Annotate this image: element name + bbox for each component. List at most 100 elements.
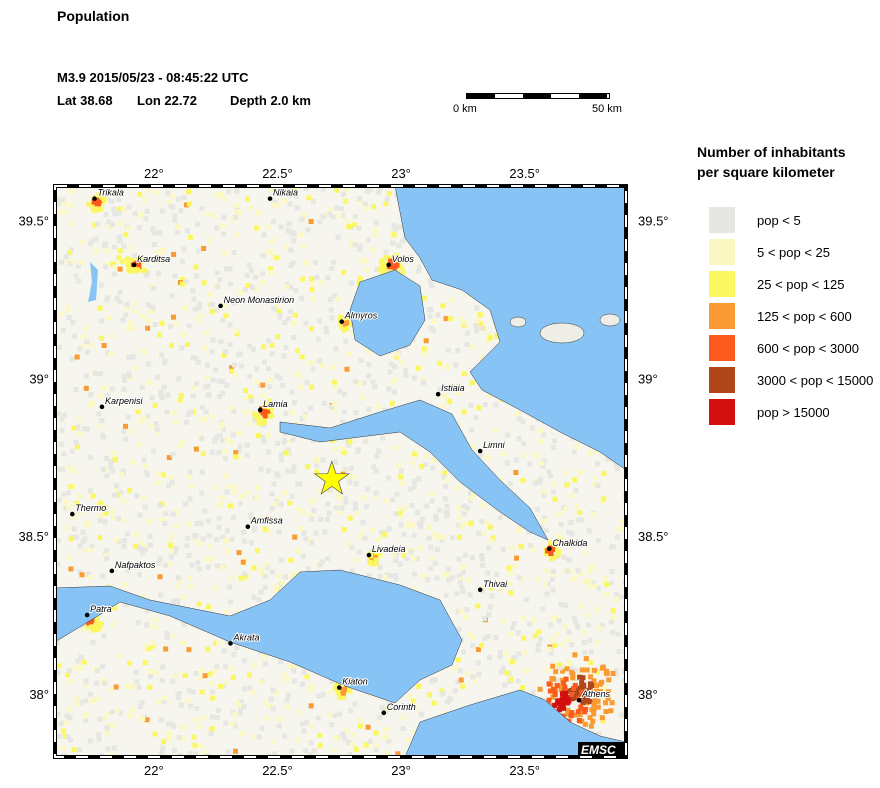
- population-cell: [595, 483, 601, 489]
- population-cell: [88, 392, 94, 398]
- legend-swatch: [709, 399, 735, 425]
- event-depth: Depth 2.0 km: [230, 93, 311, 108]
- population-cell: [328, 307, 334, 313]
- population-cell: [384, 734, 390, 740]
- population-cell: [76, 278, 82, 284]
- population-cell: [137, 704, 143, 710]
- population-cell: [564, 568, 570, 574]
- population-cell: [360, 395, 366, 401]
- population-cell: [455, 485, 461, 491]
- population-cell: [480, 562, 486, 568]
- population-cell: [108, 459, 114, 465]
- population-cell: [311, 750, 317, 756]
- population-cell: [460, 589, 466, 595]
- population-cell: [556, 511, 562, 517]
- population-cell: [109, 386, 115, 392]
- population-cell: [186, 201, 192, 207]
- population-cell: [198, 743, 204, 749]
- population-cell: [132, 308, 138, 314]
- population-cell: [373, 730, 379, 736]
- population-cell: [477, 321, 483, 327]
- population-cell: [180, 594, 186, 600]
- population-cell: [88, 547, 94, 553]
- population-cell: [172, 273, 178, 279]
- population-cell: [117, 710, 123, 716]
- population-cell: [455, 657, 461, 663]
- population-cell: [582, 629, 588, 635]
- population-cell: [442, 496, 448, 502]
- population-cell: [456, 556, 462, 562]
- population-cell: [134, 365, 140, 371]
- population-cell: [202, 508, 208, 514]
- population-cell: [420, 516, 426, 522]
- population-cell: [550, 576, 556, 582]
- population-cell: [609, 700, 615, 706]
- population-cell: [117, 299, 123, 305]
- population-cell: [457, 668, 463, 674]
- population-cell: [97, 716, 103, 722]
- population-cell: [157, 332, 163, 338]
- population-cell: [330, 364, 336, 370]
- population-cell: [246, 672, 252, 678]
- population-cell: [274, 583, 280, 589]
- population-cell: [137, 256, 143, 262]
- population-cell: [97, 305, 103, 311]
- population-cell: [220, 223, 226, 229]
- population-cell: [178, 208, 184, 214]
- population-cell: [281, 353, 287, 359]
- population-cell: [535, 576, 541, 582]
- legend-item: 600 < pop < 3000: [709, 335, 859, 361]
- population-cell: [169, 293, 175, 299]
- population-cell: [456, 383, 462, 389]
- population-cell: [148, 283, 154, 289]
- population-cell: [585, 578, 591, 584]
- population-cell: [166, 483, 172, 489]
- population-cell: [203, 384, 209, 390]
- population-cell: [99, 752, 105, 757]
- legend-label: 600 < pop < 3000: [757, 340, 859, 356]
- population-cell: [530, 689, 536, 695]
- population-cell: [479, 556, 485, 562]
- population-cell: [256, 734, 262, 740]
- population-cell: [244, 273, 250, 279]
- population-cell: [170, 598, 176, 604]
- population-cell: [227, 322, 233, 328]
- population-cell: [278, 224, 284, 230]
- population-cell: [367, 738, 373, 744]
- population-cell: [58, 720, 64, 726]
- city-label: Akrata: [233, 632, 260, 642]
- population-cell: [121, 243, 127, 249]
- population-cell: [186, 553, 192, 559]
- population-cell: [603, 709, 609, 715]
- population-cell: [205, 362, 211, 368]
- population-cell: [521, 440, 527, 446]
- population-cell: [610, 630, 616, 636]
- population-cell: [464, 330, 470, 336]
- population-cell: [579, 689, 585, 695]
- population-cell: [319, 559, 325, 565]
- population-cell: [366, 361, 372, 367]
- population-cell: [264, 409, 270, 415]
- population-cell: [304, 379, 310, 385]
- population-cell: [572, 667, 578, 673]
- population-cell: [488, 538, 494, 544]
- population-cell: [126, 204, 132, 210]
- population-cell: [97, 518, 103, 524]
- population-cell: [571, 615, 577, 621]
- population-cell: [276, 723, 282, 729]
- population-cell: [306, 195, 312, 201]
- population-cell: [142, 504, 148, 510]
- lat-tick-label: 38.5°: [18, 529, 49, 544]
- legend-swatch: [709, 303, 735, 329]
- population-cell: [96, 192, 102, 198]
- lat-tick-label: 38°: [29, 687, 49, 702]
- population-cell: [327, 712, 333, 718]
- population-cell: [247, 421, 253, 427]
- population-cell: [308, 740, 314, 746]
- population-cell: [469, 555, 475, 561]
- population-cell: [382, 574, 388, 580]
- population-cell: [112, 244, 118, 250]
- population-cell: [507, 481, 513, 487]
- population-cell: [145, 270, 151, 276]
- lon-tick-label: 22.5°: [262, 763, 293, 778]
